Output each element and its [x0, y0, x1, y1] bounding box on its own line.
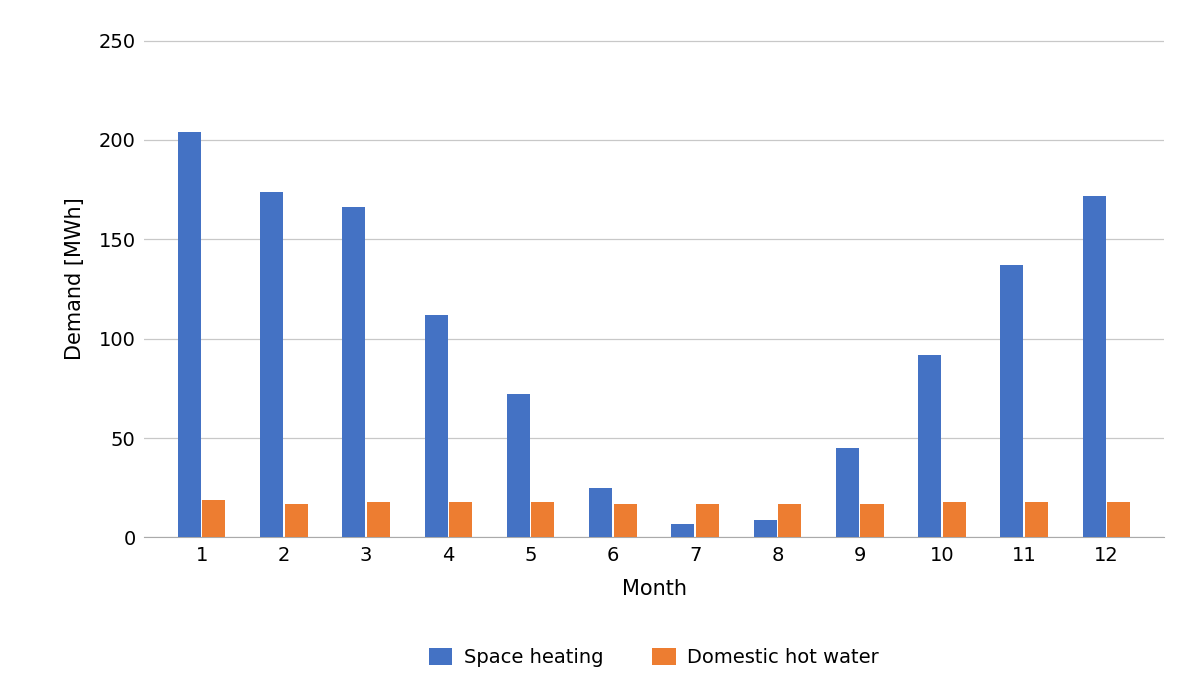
Bar	[284, 504, 307, 537]
Bar	[1082, 196, 1105, 537]
Bar	[506, 394, 529, 537]
Bar	[1108, 502, 1130, 537]
Bar	[589, 488, 612, 537]
Bar	[1001, 265, 1024, 537]
Bar	[1025, 502, 1048, 537]
Bar	[779, 504, 802, 537]
Y-axis label: Demand [MWh]: Demand [MWh]	[65, 198, 85, 360]
Bar	[671, 524, 695, 537]
Bar	[754, 520, 776, 537]
X-axis label: Month: Month	[622, 579, 686, 599]
Bar	[367, 502, 390, 537]
Bar	[613, 504, 637, 537]
Bar	[918, 355, 941, 537]
Bar	[860, 504, 883, 537]
Bar	[425, 315, 448, 537]
Bar	[178, 132, 200, 537]
Bar	[835, 448, 859, 537]
Bar	[260, 192, 283, 537]
Bar	[342, 207, 365, 537]
Bar	[943, 502, 966, 537]
Bar	[532, 502, 554, 537]
Legend: Space heating, Domestic hot water: Space heating, Domestic hot water	[421, 640, 887, 675]
Bar	[696, 504, 719, 537]
Bar	[203, 500, 226, 537]
Bar	[449, 502, 473, 537]
